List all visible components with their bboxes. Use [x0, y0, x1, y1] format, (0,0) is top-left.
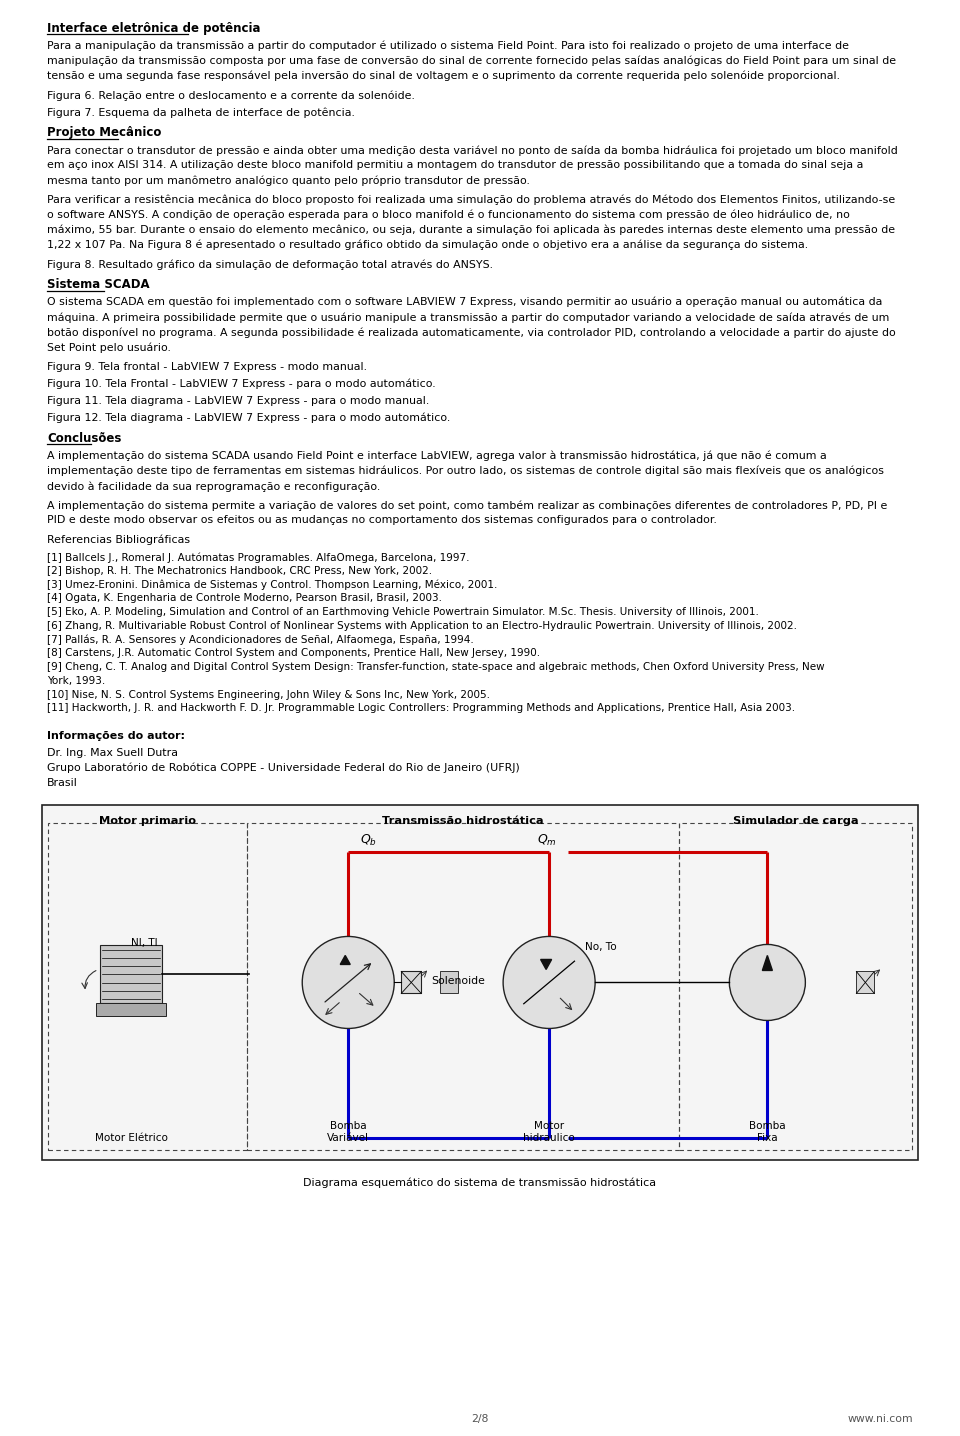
Polygon shape: [540, 959, 552, 969]
Bar: [679, 823, 912, 1150]
Text: [1] Ballcels J., Romeral J. Autómatas Programables. AlfaOmega, Barcelona, 1997.: [1] Ballcels J., Romeral J. Autómatas Pr…: [47, 551, 469, 563]
Text: [2] Bishop, R. H. The Mechatronics Handbook, CRC Press, New York, 2002.: [2] Bishop, R. H. The Mechatronics Handb…: [47, 566, 432, 576]
Text: 2/8: 2/8: [471, 1414, 489, 1425]
Text: Figura 8. Resultado gráfico da simulação de deformação total através do ANSYS.: Figura 8. Resultado gráfico da simulação…: [47, 258, 493, 270]
Polygon shape: [340, 955, 350, 965]
Text: Motor Elétrico: Motor Elétrico: [95, 1133, 168, 1143]
Text: Interface eletrônica de potência: Interface eletrônica de potência: [47, 22, 260, 34]
Circle shape: [503, 936, 595, 1028]
Text: A implementação do sistema SCADA usando Field Point e interface LabVIEW, agrega : A implementação do sistema SCADA usando …: [47, 451, 827, 461]
Text: tensão e uma segunda fase responsável pela inversão do sinal de voltagem e o sup: tensão e uma segunda fase responsável pe…: [47, 70, 840, 82]
Text: Transmissão hidrostática: Transmissão hidrostática: [382, 816, 543, 826]
Bar: [42, 806, 918, 1160]
Text: [8] Carstens, J.R. Automatic Control System and Components, Prentice Hall, New J: [8] Carstens, J.R. Automatic Control Sys…: [47, 648, 540, 658]
Text: Figura 9. Tela frontal - LabVIEW 7 Express - modo manual.: Figura 9. Tela frontal - LabVIEW 7 Expre…: [47, 362, 367, 372]
Text: Figura 7. Esquema da palheta de interface de potência.: Figura 7. Esquema da palheta de interfac…: [47, 108, 355, 118]
Text: Projeto Mecânico: Projeto Mecânico: [47, 126, 161, 139]
Text: Figura 11. Tela diagrama - LabVIEW 7 Express - para o modo manual.: Figura 11. Tela diagrama - LabVIEW 7 Exp…: [47, 396, 429, 406]
Bar: [440, 972, 458, 994]
Text: [6] Zhang, R. Multivariable Robust Control of Nonlinear Systems with Application: [6] Zhang, R. Multivariable Robust Contr…: [47, 620, 797, 630]
Text: máquina. A primeira possibilidade permite que o usuário manipule a transmissão a: máquina. A primeira possibilidade permit…: [47, 312, 889, 323]
Text: em aço inox AISI 314. A utilização deste bloco manifold permitiu a montagem do t: em aço inox AISI 314. A utilização deste…: [47, 161, 863, 171]
Text: Diagrama esquemático do sistema de transmissão hidrostática: Diagrama esquemático do sistema de trans…: [303, 1178, 657, 1189]
Text: [4] Ogata, K. Engenharia de Controle Moderno, Pearson Brasil, Brasil, 2003.: [4] Ogata, K. Engenharia de Controle Mod…: [47, 593, 442, 603]
Text: Para verificar a resistência mecânica do bloco proposto foi realizada uma simula: Para verificar a resistência mecânica do…: [47, 194, 896, 205]
Text: PID e deste modo observar os efeitos ou as mudanças no comportamento dos sistema: PID e deste modo observar os efeitos ou …: [47, 516, 717, 526]
Text: Figura 12. Tela diagrama - LabVIEW 7 Express - para o modo automático.: Figura 12. Tela diagrama - LabVIEW 7 Exp…: [47, 414, 450, 424]
Text: Bomba
Variável: Bomba Variável: [327, 1122, 370, 1143]
Text: Conclusões: Conclusões: [47, 432, 121, 445]
Text: www.ni.com: www.ni.com: [848, 1414, 913, 1425]
Text: máximo, 55 bar. Durante o ensaio do elemento mecânico, ou seja, durante a simula: máximo, 55 bar. Durante o ensaio do elem…: [47, 225, 895, 236]
Text: Simulador de carga: Simulador de carga: [732, 816, 858, 826]
Text: 1,22 x 107 Pa. Na Figura 8 é apresentado o resultado gráfico obtido da simulação: 1,22 x 107 Pa. Na Figura 8 é apresentado…: [47, 240, 808, 250]
Polygon shape: [762, 955, 773, 971]
Text: $Q_m$: $Q_m$: [537, 833, 557, 849]
Text: O sistema SCADA em questão foi implementado com o software LABVIEW 7 Express, vi: O sistema SCADA em questão foi implement…: [47, 297, 882, 307]
Text: A implementação do sistema permite a variação de valores do set point, como tamb: A implementação do sistema permite a var…: [47, 500, 887, 511]
Text: Para a manipulação da transmissão a partir do computador é utilizado o sistema F: Para a manipulação da transmissão a part…: [47, 40, 849, 52]
Text: Motor
hidraulico: Motor hidraulico: [523, 1122, 575, 1143]
Circle shape: [302, 936, 395, 1028]
Text: mesma tanto por um manômetro analógico quanto pelo próprio transdutor de pressão: mesma tanto por um manômetro analógico q…: [47, 175, 530, 185]
Text: No, To: No, To: [586, 942, 616, 952]
Text: Brasil: Brasil: [47, 778, 78, 788]
Text: Motor primario: Motor primario: [99, 816, 196, 826]
Text: [3] Umez-Eronini. Dinâmica de Sistemas y Control. Thompson Learning, México, 200: [3] Umez-Eronini. Dinâmica de Sistemas y…: [47, 580, 497, 590]
Text: Sistema SCADA: Sistema SCADA: [47, 279, 150, 292]
Text: Informações do autor:: Informações do autor:: [47, 731, 185, 741]
Bar: [96, 1004, 166, 1017]
Text: Figura 10. Tela Frontal - LabVIEW 7 Express - para o modo automático.: Figura 10. Tela Frontal - LabVIEW 7 Expr…: [47, 379, 436, 389]
Bar: [401, 972, 421, 994]
Text: Referencias Bibliográficas: Referencias Bibliográficas: [47, 534, 190, 546]
Text: Figura 6. Relação entre o deslocamento e a corrente da solenóide.: Figura 6. Relação entre o deslocamento e…: [47, 90, 415, 101]
Text: [11] Hackworth, J. R. and Hackworth F. D. Jr. Programmable Logic Controllers: Pr: [11] Hackworth, J. R. and Hackworth F. D…: [47, 704, 795, 714]
Bar: [856, 972, 875, 994]
Text: Para conectar o transdutor de pressão e ainda obter uma medição desta variável n: Para conectar o transdutor de pressão e …: [47, 145, 898, 155]
Text: [10] Nise, N. S. Control Systems Engineering, John Wiley & Sons Inc, New York, 2: [10] Nise, N. S. Control Systems Enginee…: [47, 689, 490, 699]
Text: botão disponível no programa. A segunda possibilidade é realizada automaticament: botão disponível no programa. A segunda …: [47, 327, 896, 337]
Text: Dr. Ing. Max Suell Dutra: Dr. Ing. Max Suell Dutra: [47, 748, 178, 758]
Text: NI, TI: NI, TI: [131, 939, 157, 948]
Circle shape: [730, 945, 805, 1021]
Bar: [48, 823, 247, 1150]
Text: implementação deste tipo de ferramentas em sistemas hidráulicos. Por outro lado,: implementação deste tipo de ferramentas …: [47, 465, 884, 477]
Text: Grupo Laboratório de Robótica COPPE - Universidade Federal do Rio de Janeiro (UF: Grupo Laboratório de Robótica COPPE - Un…: [47, 763, 519, 773]
Text: [7] Pallás, R. A. Sensores y Acondicionadores de Señal, Alfaomega, España, 1994.: [7] Pallás, R. A. Sensores y Acondiciona…: [47, 635, 473, 645]
Text: [5] Eko, A. P. Modeling, Simulation and Control of an Earthmoving Vehicle Powert: [5] Eko, A. P. Modeling, Simulation and …: [47, 607, 758, 617]
Text: Solenoide: Solenoide: [431, 976, 485, 987]
Text: Set Point pelo usuário.: Set Point pelo usuário.: [47, 342, 171, 353]
Bar: [247, 823, 679, 1150]
Text: devido à facilidade da sua reprogramação e reconfiguração.: devido à facilidade da sua reprogramação…: [47, 481, 380, 491]
Text: $Q_b$: $Q_b$: [360, 833, 377, 849]
Text: Bomba
Fixa: Bomba Fixa: [749, 1122, 785, 1143]
Text: o software ANSYS. A condição de operação esperada para o bloco manifold é o func: o software ANSYS. A condição de operação…: [47, 210, 850, 220]
Bar: [101, 945, 162, 1004]
Text: York, 1993.: York, 1993.: [47, 676, 106, 686]
Text: manipulação da transmissão composta por uma fase de conversão do sinal de corren: manipulação da transmissão composta por …: [47, 56, 896, 66]
Text: [9] Cheng, C. T. Analog and Digital Control System Design: Transfer-function, st: [9] Cheng, C. T. Analog and Digital Cont…: [47, 662, 825, 672]
